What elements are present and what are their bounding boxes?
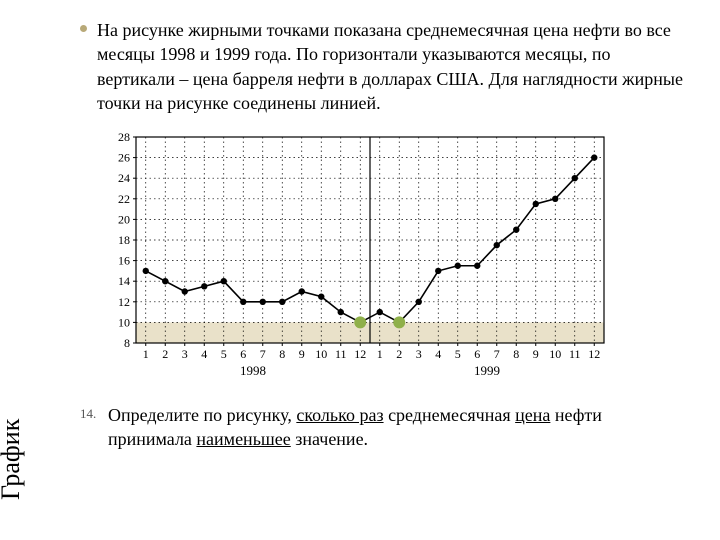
svg-text:26: 26 (118, 151, 130, 165)
svg-text:14: 14 (118, 274, 130, 288)
svg-text:18: 18 (118, 233, 130, 247)
svg-text:7: 7 (260, 347, 266, 361)
sidebar-label: График (0, 419, 26, 500)
svg-text:6: 6 (474, 347, 480, 361)
svg-text:1999: 1999 (474, 363, 500, 378)
q-mid: среднемесячная (384, 405, 516, 425)
svg-text:2: 2 (162, 347, 168, 361)
svg-text:12: 12 (354, 347, 366, 361)
question-text: Определите по рисунку, сколько раз средн… (108, 403, 690, 452)
q-suffix: значение. (291, 429, 368, 449)
q-prefix: Определите по рисунку, (108, 405, 296, 425)
q-u3: наименьшее (196, 429, 290, 449)
svg-text:22: 22 (118, 192, 130, 206)
svg-text:11: 11 (335, 347, 347, 361)
description-text: На рисунке жирными точками показана сред… (97, 18, 690, 115)
svg-text:10: 10 (549, 347, 561, 361)
svg-text:8: 8 (124, 336, 130, 350)
svg-text:5: 5 (221, 347, 227, 361)
q-u1: сколько раз (296, 405, 383, 425)
svg-text:1: 1 (377, 347, 383, 361)
svg-text:6: 6 (240, 347, 246, 361)
svg-text:7: 7 (494, 347, 500, 361)
svg-text:4: 4 (435, 347, 441, 361)
svg-text:8: 8 (279, 347, 285, 361)
bullet-dot (80, 25, 87, 32)
question-row: 14. Определите по рисунку, сколько раз с… (80, 403, 690, 452)
svg-text:28: 28 (118, 130, 130, 144)
svg-text:16: 16 (118, 254, 130, 268)
svg-text:24: 24 (118, 171, 130, 185)
svg-text:2: 2 (396, 347, 402, 361)
svg-text:10: 10 (118, 316, 130, 330)
oil-price-chart: 8101214161820222426281234567891011121234… (96, 127, 690, 387)
svg-text:9: 9 (299, 347, 305, 361)
description-item: На рисунке жирными точками показана сред… (80, 18, 690, 115)
svg-text:12: 12 (588, 347, 600, 361)
svg-text:4: 4 (201, 347, 207, 361)
svg-text:11: 11 (569, 347, 581, 361)
svg-text:3: 3 (416, 347, 422, 361)
question-number: 14. (80, 403, 108, 422)
svg-text:10: 10 (315, 347, 327, 361)
svg-text:5: 5 (455, 347, 461, 361)
svg-text:1998: 1998 (240, 363, 266, 378)
svg-text:12: 12 (118, 295, 130, 309)
svg-text:1: 1 (143, 347, 149, 361)
q-u2: цена (515, 405, 550, 425)
svg-text:8: 8 (513, 347, 519, 361)
svg-text:9: 9 (533, 347, 539, 361)
svg-text:3: 3 (182, 347, 188, 361)
svg-text:20: 20 (118, 213, 130, 227)
